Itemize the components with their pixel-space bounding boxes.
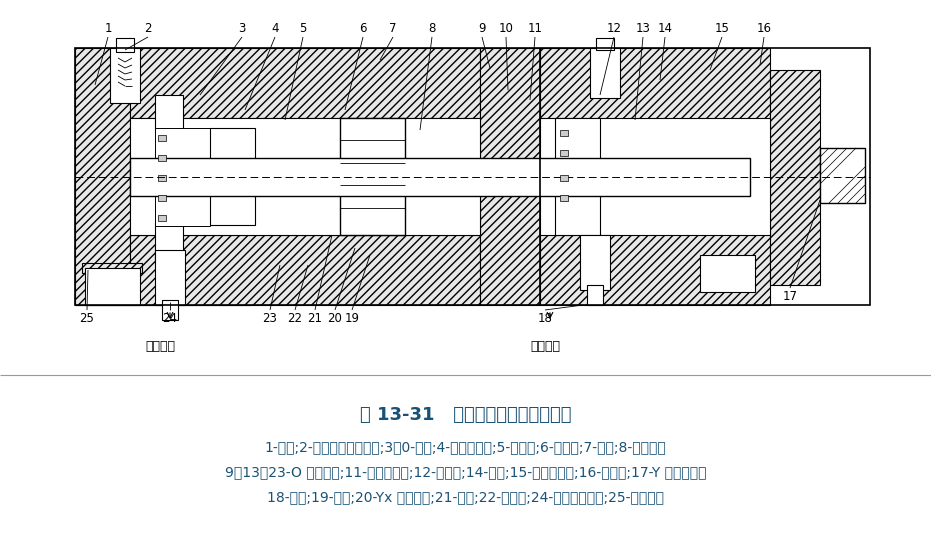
Bar	[770, 70, 820, 285]
Bar	[162, 300, 178, 320]
Text: 25: 25	[79, 312, 94, 325]
Bar	[75, 48, 250, 168]
Bar	[155, 223, 183, 260]
Bar	[155, 250, 185, 305]
Bar	[210, 128, 255, 163]
Bar	[155, 128, 210, 226]
Bar	[116, 38, 134, 52]
Bar	[75, 48, 870, 305]
Bar	[560, 150, 568, 156]
Bar	[130, 235, 480, 305]
Bar	[158, 215, 166, 221]
Bar	[75, 48, 130, 305]
Text: 18-缸头;19-护环;20-Yx 形密封圈;21-活塞;22-导向环;24-无杆端缓冲套;25-连接螺钉: 18-缸头;19-护环;20-Yx 形密封圈;21-活塞;22-导向环;24-无…	[267, 490, 664, 504]
Text: 6: 6	[359, 22, 367, 35]
Text: 9: 9	[479, 22, 486, 35]
Text: 12: 12	[606, 22, 622, 35]
Text: 图 13-31   单活塞杆液压缸的结构图: 图 13-31 单活塞杆液压缸的结构图	[359, 406, 572, 424]
Bar	[85, 268, 140, 305]
Text: 21: 21	[307, 312, 322, 325]
Bar	[158, 195, 166, 201]
Bar	[82, 263, 142, 273]
Bar	[540, 118, 770, 235]
Text: 1-缸底;2-带放气孔的单向阀;3、0-法兰;4-格来圈密封;5-导向环;6-缓冲套;7-缸筒;8-活塞杆；: 1-缸底;2-带放气孔的单向阀;3、0-法兰;4-格来圈密封;5-导向环;6-缓…	[264, 440, 667, 454]
Text: 18: 18	[537, 312, 552, 325]
Bar	[590, 48, 620, 98]
Text: 10: 10	[499, 22, 513, 35]
Text: 7: 7	[389, 22, 397, 35]
Bar	[540, 48, 770, 168]
Bar	[540, 185, 770, 305]
Text: 4: 4	[271, 22, 278, 35]
Text: 8: 8	[428, 22, 436, 35]
Text: 进出油口: 进出油口	[145, 340, 175, 353]
Bar	[110, 48, 140, 103]
Bar	[130, 48, 480, 118]
Text: 19: 19	[344, 312, 359, 325]
Text: 1: 1	[104, 22, 112, 35]
Bar	[158, 135, 166, 141]
Bar	[155, 95, 183, 130]
Text: 3: 3	[238, 22, 246, 35]
Text: 23: 23	[263, 312, 277, 325]
Bar	[596, 38, 614, 50]
Text: 24: 24	[163, 312, 178, 325]
Text: 进出油口: 进出油口	[530, 340, 560, 353]
Bar	[580, 235, 610, 290]
Bar	[555, 118, 600, 235]
Bar	[560, 195, 568, 201]
Bar	[560, 175, 568, 181]
Text: 11: 11	[528, 22, 543, 35]
Bar	[700, 255, 755, 292]
Bar	[587, 285, 603, 305]
Bar	[820, 148, 865, 203]
Bar	[130, 118, 480, 235]
Text: 17: 17	[782, 290, 798, 303]
Text: 20: 20	[328, 312, 343, 325]
Bar	[130, 158, 750, 196]
Text: 13: 13	[636, 22, 651, 35]
Bar	[340, 118, 405, 235]
Text: 5: 5	[299, 22, 306, 35]
Bar	[210, 190, 255, 225]
Text: 14: 14	[657, 22, 672, 35]
Text: 2: 2	[144, 22, 152, 35]
Bar	[560, 130, 568, 136]
Bar	[75, 185, 250, 305]
Text: 15: 15	[715, 22, 729, 35]
Bar	[480, 48, 540, 305]
Text: 9，13，23-O 形密封圈;11-缓冲节流阀;12-导向套;14-缸盖;15-斯特圈密封;16-防尘圈;17-Y 形密封圈；: 9，13，23-O 形密封圈;11-缓冲节流阀;12-导向套;14-缸盖;15-…	[224, 465, 707, 479]
Bar	[158, 175, 166, 181]
Bar	[158, 155, 166, 161]
Text: 16: 16	[757, 22, 772, 35]
Text: 22: 22	[288, 312, 303, 325]
